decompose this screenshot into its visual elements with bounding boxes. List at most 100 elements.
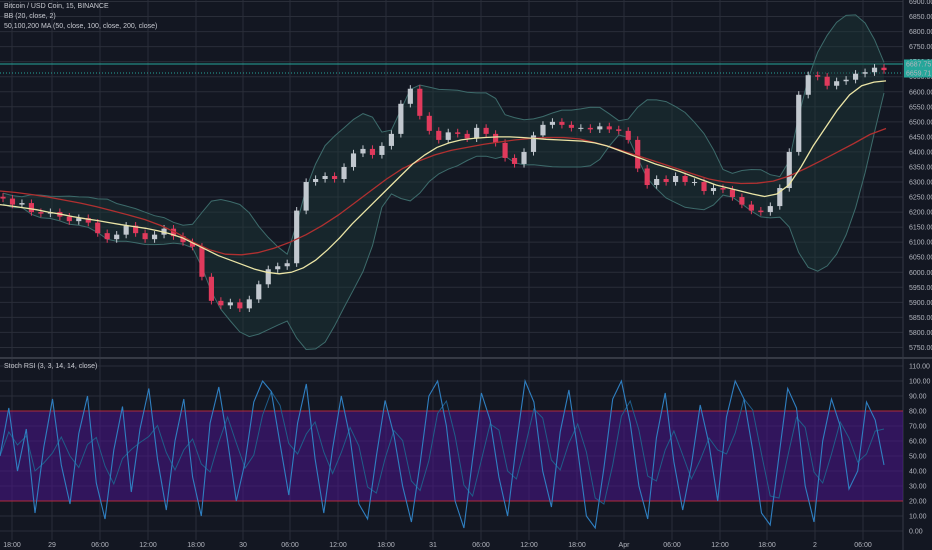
time-tick-label: 06:00 (663, 542, 681, 549)
price-tick-label: 6650.00 (909, 74, 932, 81)
candle-body (76, 218, 82, 222)
candle-body (85, 218, 91, 223)
stoch-d-line (0, 390, 885, 505)
symbol-title: Bitcoin / USD Coin, 15, BINANCE (4, 3, 109, 10)
candle-body (189, 242, 196, 247)
stoch-rsi-legend[interactable]: Stoch RSI (3, 3, 14, 14, close) (4, 362, 97, 372)
bb-indicator-label[interactable]: BB (20, close, 2) (4, 13, 56, 20)
stoch-rsi-axis[interactable]: 0.00 10.00 20.00 30.00 40.00 50.00 60.00 70.00 8… (909, 364, 931, 536)
candle-body (815, 75, 821, 77)
candle-body (511, 157, 518, 164)
candle-body (9, 198, 16, 205)
price-tick-label: 6550.00 (909, 104, 932, 111)
candle-body (720, 188, 726, 190)
candle-body (881, 67, 887, 71)
symbol-legend[interactable]: Bitcoin / USD Coin, 15, BINANCE BB (20, … (4, 2, 157, 32)
candle-body (464, 133, 470, 139)
price-tick-label: 5750.00 (909, 345, 932, 352)
price-tick-label: 6200.00 (909, 210, 932, 217)
price-tick-label: 5800.00 (909, 330, 932, 337)
candle-body (853, 73, 859, 80)
candle-body (521, 151, 527, 164)
candle-body (824, 76, 830, 86)
candle-body (805, 75, 811, 95)
bb-upper-line (2, 14, 885, 256)
candle-body (710, 188, 717, 192)
candle-body (369, 148, 376, 155)
price-tick-label: 6600.00 (909, 89, 932, 96)
candle-body (739, 197, 745, 205)
candle-body (151, 234, 158, 240)
candle-body (673, 175, 679, 183)
time-tick-label: Apr (619, 542, 631, 549)
candle-body (635, 139, 641, 169)
candle-body (313, 179, 319, 183)
candle-body (265, 269, 271, 285)
rsi-tick-label: 90.00 (909, 394, 927, 401)
candle-body (360, 148, 366, 154)
candle-body (199, 246, 205, 277)
candle-body (275, 266, 281, 270)
time-tick-label: 12:00 (139, 542, 157, 549)
time-tick-label: 2 (813, 542, 817, 549)
candle-body (398, 103, 404, 134)
time-axis[interactable]: 18:00 29 06:00 12:00 18:00 30 06:00 12:00 18:00 3… (3, 542, 872, 549)
rsi-tick-label: 40.00 (909, 469, 927, 476)
price-tick-label: 6250.00 (909, 195, 932, 202)
time-tick-label: 06:00 (281, 542, 299, 549)
price-tick-label: 6100.00 (909, 240, 932, 247)
candle-body (493, 133, 499, 143)
stoch-rsi-band (0, 410, 903, 502)
moving-averages (0, 80, 887, 275)
time-tick-label: 06:00 (854, 542, 872, 549)
ma50-line (0, 80, 887, 275)
candle-body (644, 168, 650, 186)
candle-body (350, 153, 357, 167)
ma-indicator-label[interactable]: 50,100,200 MA (50, close, 100, close, 20… (4, 23, 158, 30)
candle-body (227, 302, 233, 306)
candle-body (123, 225, 129, 235)
candle-body (0, 196, 6, 199)
rsi-tick-label: 100.00 (909, 379, 931, 386)
candle-body (455, 132, 461, 134)
candle-body (303, 182, 309, 211)
candle-body (284, 263, 290, 267)
candle-body (559, 121, 565, 125)
candle-body (691, 182, 698, 184)
last-price-badge-bottom-text: 6659.71 (906, 71, 931, 78)
candle-body (417, 88, 423, 116)
candle-body (483, 127, 489, 134)
candle-body (758, 210, 764, 213)
price-tick-label: 6500.00 (909, 119, 932, 126)
candle-body (549, 121, 556, 125)
candle-body (767, 206, 773, 213)
rsi-tick-label: 10.00 (909, 514, 927, 521)
last-price-badge-top-text: 6687.75 (906, 62, 931, 69)
candle-body (208, 276, 214, 301)
price-tick-label: 6150.00 (909, 225, 932, 232)
last-price-badge-bottom (904, 68, 932, 78)
candle-body (66, 216, 72, 222)
rsi-tick-label: 70.00 (909, 424, 927, 431)
candle-body (729, 189, 736, 198)
candle-body (540, 124, 546, 136)
time-tick-label: 29 (48, 542, 56, 549)
rsi-tick-label: 20.00 (909, 499, 927, 506)
time-tick-label: 18:00 (3, 542, 21, 549)
time-tick-label: 18:00 (187, 542, 205, 549)
bb-fill (3, 14, 884, 350)
candle-body (133, 225, 139, 234)
candle-body (578, 127, 584, 129)
stoch-rsi-label[interactable]: Stoch RSI (3, 3, 14, 14, close) (4, 363, 98, 370)
candle-body (28, 203, 34, 213)
price-tick-label: 6400.00 (909, 149, 932, 156)
time-tick-label: 12:00 (520, 542, 538, 549)
bb-lower-line (2, 92, 885, 351)
price-tick-label: 5950.00 (909, 285, 932, 292)
price-tick-label: 5900.00 (909, 300, 932, 307)
stoch-rsi-lines (0, 378, 885, 530)
price-axis[interactable]: 5750.00 5800.00 5850.00 5900.00 5950.00 6000.… (909, 0, 932, 352)
candle-body (19, 203, 25, 205)
last-price-badge-top (904, 59, 932, 69)
